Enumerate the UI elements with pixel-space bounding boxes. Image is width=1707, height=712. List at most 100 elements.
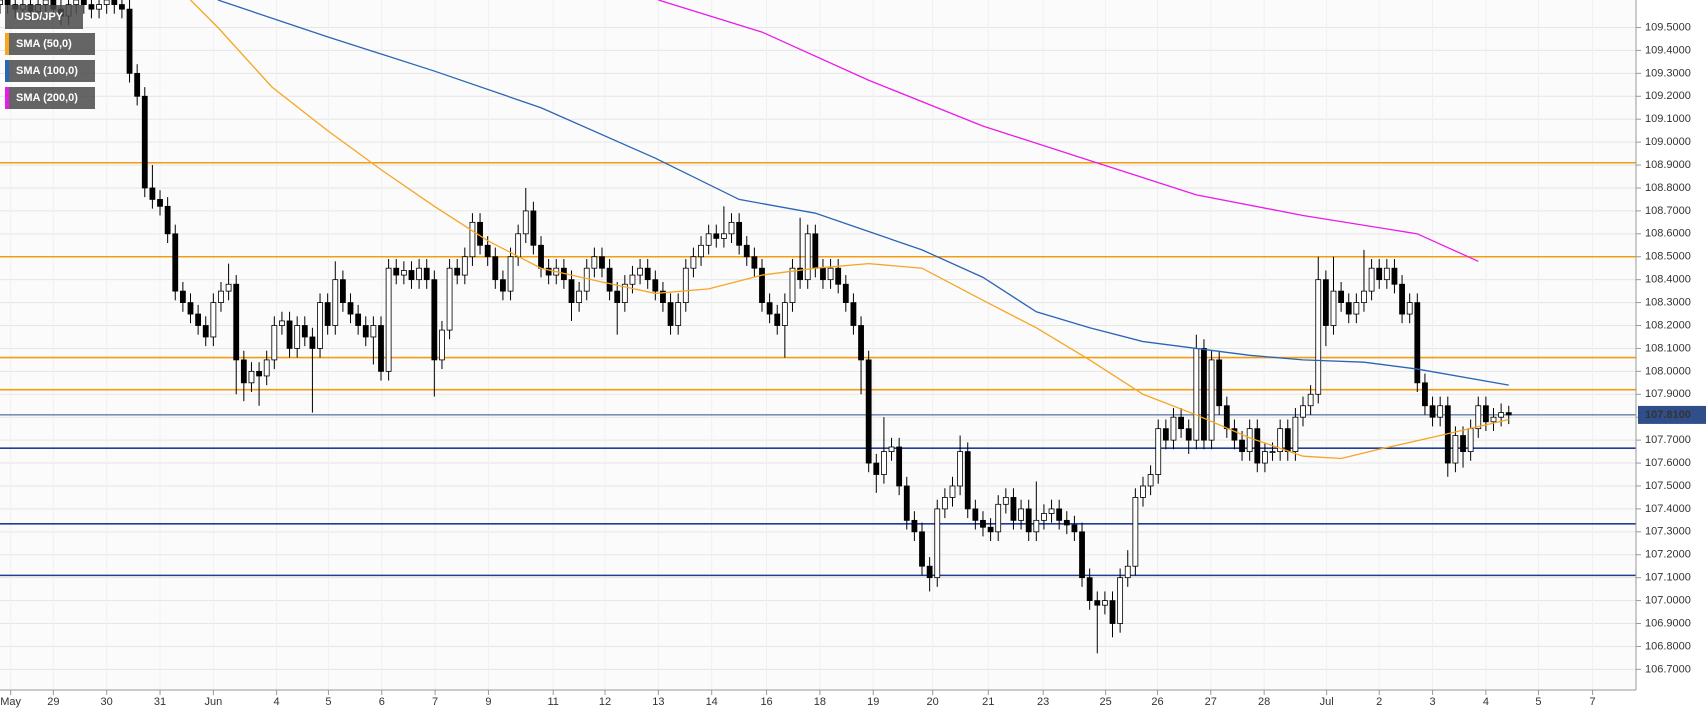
candle-body (141, 95, 148, 189)
y-tick-label: 107.7000 (1645, 434, 1691, 446)
candle-body (1482, 405, 1489, 423)
candle-body (1079, 531, 1085, 579)
candle-body (1094, 600, 1101, 606)
candle-body (111, 0, 118, 5)
candle-body (964, 451, 971, 510)
candle-body (1010, 497, 1017, 521)
x-tick-label: 6 (379, 696, 385, 708)
candle-body (1284, 428, 1291, 452)
candle-body (179, 290, 186, 303)
x-tick-label: 28 (1258, 696, 1270, 708)
candle-body (507, 256, 514, 292)
candle-body (583, 267, 590, 292)
candle-body (660, 290, 666, 303)
candle-body (1376, 267, 1383, 281)
candle-body (751, 256, 758, 269)
x-tick-label: Jun (204, 696, 222, 708)
candle-body (1223, 405, 1230, 430)
y-tick-label: 107.9000 (1645, 388, 1691, 400)
candle-body (500, 279, 506, 292)
x-tick-label: Jul (1320, 696, 1334, 708)
candle-body (1338, 290, 1345, 303)
candle-body (1292, 416, 1299, 452)
candle-body (96, 4, 102, 10)
candle-body (1140, 485, 1146, 498)
candle-body (682, 267, 689, 303)
candle-body (149, 187, 156, 200)
candle-body (103, 0, 110, 5)
candle-body (743, 244, 750, 258)
candle-body (911, 519, 918, 533)
candle-body (80, 0, 87, 5)
candle-body (1193, 348, 1200, 441)
candle-body (736, 221, 743, 246)
candle-body (835, 267, 842, 285)
y-tick-label: 109.5000 (1645, 21, 1691, 33)
candle-body (606, 267, 613, 292)
candle-body (370, 325, 377, 338)
candle-body (804, 233, 811, 281)
y-tick-label: 106.7000 (1645, 663, 1691, 675)
candle-body (515, 233, 522, 258)
legend-symbol: USD/JPY (16, 11, 64, 23)
candle-body (286, 320, 293, 349)
candle-body (119, 4, 125, 10)
y-tick-label: 109.1000 (1645, 113, 1691, 125)
candle-body (240, 359, 247, 384)
candle-body (73, 0, 80, 5)
candle-body (705, 233, 712, 246)
candle-body (568, 279, 575, 303)
candle-body (698, 244, 704, 258)
y-tick-label: 107.4000 (1645, 503, 1691, 515)
candle-body (1452, 435, 1459, 464)
candle-body (797, 267, 803, 281)
candle-body (4, 0, 11, 5)
y-tick-label: 109.4000 (1645, 44, 1691, 56)
candle-body (1170, 416, 1177, 441)
candle-body (949, 485, 956, 498)
candle-body (1231, 428, 1238, 441)
candle-body (423, 267, 430, 281)
candle-body (690, 256, 697, 269)
candle-body (446, 267, 453, 331)
x-tick-label: 11 (547, 696, 558, 708)
x-tick-label: 23 (1037, 696, 1049, 708)
candle-body (157, 199, 163, 207)
candle-body (759, 267, 765, 303)
x-tick-label: May (0, 696, 21, 708)
x-tick-label: 4 (1483, 696, 1489, 708)
candle-body (1322, 279, 1329, 326)
candle-body (42, 0, 49, 5)
candle-body (1406, 302, 1413, 315)
candle-body (987, 526, 994, 533)
candle-body (1277, 428, 1284, 452)
y-tick-label: 107.3000 (1645, 526, 1691, 538)
candle-body (858, 325, 864, 361)
candle-body (1109, 600, 1116, 624)
candle-body (1353, 302, 1360, 315)
y-tick-label: 108.9000 (1645, 159, 1691, 171)
sma-lines (190, 0, 1509, 460)
candle-body (400, 270, 407, 276)
y-tick-label: 109.3000 (1645, 67, 1691, 79)
candle-body (1239, 439, 1245, 452)
candle-body (0, 0, 3, 5)
x-tick-label: 29 (47, 696, 59, 708)
candle-body (888, 446, 895, 452)
candle-body (995, 503, 1002, 533)
candle-body (1117, 577, 1124, 624)
candle-body (469, 221, 476, 258)
candle-body (545, 267, 552, 276)
last-price-box (1638, 405, 1706, 424)
candle-body (1041, 513, 1047, 521)
candle-body (1033, 519, 1040, 533)
candle-body (1345, 302, 1352, 315)
candle-body (126, 8, 133, 74)
candle-body (324, 302, 331, 326)
x-tick-label: 4 (274, 696, 280, 708)
candle-body (1368, 267, 1375, 292)
candle-body (538, 244, 544, 269)
candle-body (233, 283, 240, 361)
candle-body (621, 283, 628, 303)
